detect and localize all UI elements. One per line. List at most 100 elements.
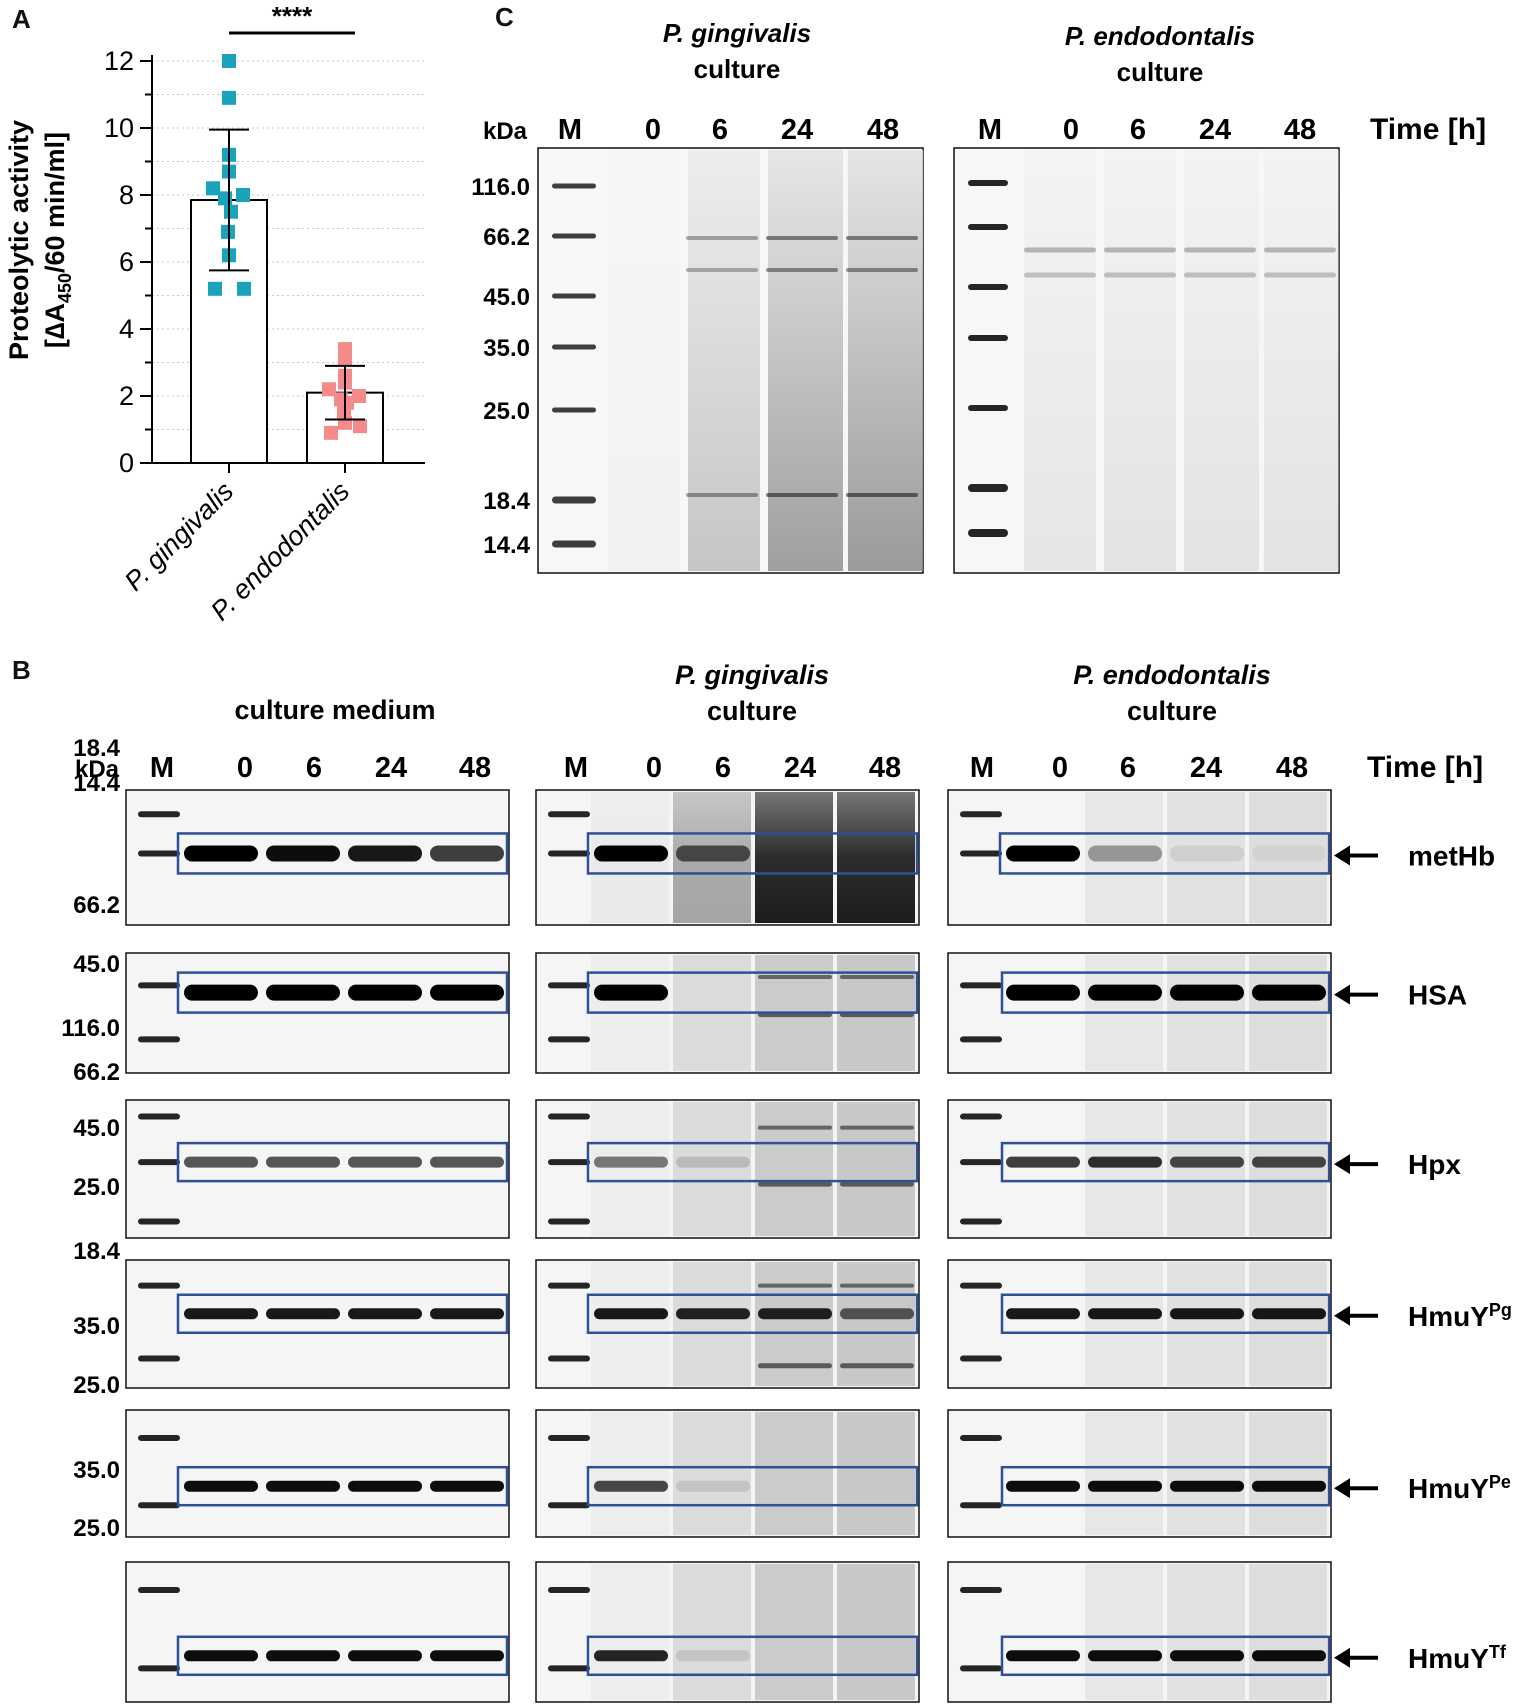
marker-band [552, 183, 596, 189]
lane-smear [1249, 792, 1327, 923]
marker-band [548, 1036, 590, 1043]
gel-band [1006, 1650, 1080, 1662]
gel-band [1104, 272, 1176, 278]
gel-band [430, 1156, 504, 1168]
gel-band [686, 236, 758, 240]
lane-smear [755, 792, 833, 923]
gel-band [846, 268, 918, 272]
gel-frame [947, 1561, 1332, 1703]
data-point [208, 281, 222, 296]
marker-band [548, 811, 590, 818]
gel-band [1252, 1650, 1326, 1662]
lane-smear [755, 1564, 833, 1700]
gel-band [686, 268, 758, 272]
gel-band [1088, 1156, 1162, 1168]
panel-c-letter: C [495, 2, 514, 32]
lane-smear [688, 150, 760, 571]
marker-band [960, 850, 1002, 857]
gel-band [1024, 272, 1096, 278]
y-tick-label: 10 [104, 113, 134, 143]
marker-band [968, 405, 1008, 411]
highlight-box [176, 1141, 509, 1183]
gel-band [430, 1308, 504, 1320]
lane-label: 0 [237, 752, 253, 784]
data-point [224, 204, 238, 219]
lane-label: 0 [1052, 752, 1068, 784]
gel-band [676, 1308, 750, 1320]
marker-band [548, 1502, 590, 1509]
gel-band [266, 1480, 340, 1492]
lane-smear [837, 1102, 915, 1236]
x-tick-label: P. gingivalis [119, 476, 240, 597]
lane-label: M [970, 752, 994, 784]
protein-label: Hpx [1408, 1149, 1461, 1180]
marker-label: 18.4 [73, 1238, 120, 1265]
marker-band [138, 1159, 180, 1166]
protein-label: HmuYPe [1408, 1472, 1511, 1504]
lane-smear [1249, 1564, 1327, 1700]
gel-band [1006, 1308, 1080, 1320]
marker-band [548, 1218, 590, 1225]
gel-band [1006, 1480, 1080, 1492]
gel-band [266, 1156, 340, 1168]
kda-label: kDa [483, 118, 528, 145]
y-tick-label: 2 [119, 381, 134, 411]
gel-band [594, 984, 668, 1001]
arrow-head [1334, 984, 1350, 1005]
gel-band [266, 845, 340, 862]
data-point [237, 281, 251, 296]
marker-band [960, 1502, 1002, 1509]
highlight-box [176, 1293, 509, 1335]
gel-band [1170, 845, 1244, 862]
lane-smear [837, 792, 915, 923]
marker-band [960, 1218, 1002, 1225]
arrow-head [1334, 1305, 1350, 1326]
gel-band [1170, 1480, 1244, 1492]
gel-band [840, 1125, 914, 1130]
gel-band [1170, 1308, 1244, 1320]
highlight-box [1000, 1635, 1331, 1677]
lane-label: 6 [306, 752, 322, 784]
lane-label: 6 [1130, 114, 1146, 146]
panel-b-gels: culture medium P. gingivalis culture P. … [61, 660, 1512, 1703]
marker-label: 25.0 [73, 1174, 120, 1201]
gel-band [1184, 247, 1256, 253]
lane-smear [673, 1412, 751, 1535]
y-tick-label: 0 [119, 448, 134, 478]
marker-label: 14.4 [73, 770, 120, 797]
protein-label: metHb [1408, 840, 1495, 871]
marker-label: 35.0 [73, 1457, 120, 1484]
marker-band [138, 1502, 180, 1509]
marker-band [552, 540, 596, 548]
lane-smear [1167, 1564, 1245, 1700]
lane-smear [1167, 792, 1245, 923]
panel-b-letter: B [12, 655, 31, 685]
gel-band [1088, 1308, 1162, 1320]
gel-frame [535, 1259, 920, 1389]
col-title-pe-line2: culture [1127, 696, 1217, 726]
gel-band [1088, 1650, 1162, 1662]
gel-frame [947, 1409, 1332, 1538]
gel-band [758, 1363, 832, 1369]
lane-smear [1167, 1102, 1245, 1236]
gel-band [348, 1156, 422, 1168]
lane-label: 24 [784, 752, 816, 784]
lane-smear [673, 1564, 751, 1700]
gel-band [1088, 984, 1162, 1001]
lane-smear [1085, 1412, 1163, 1535]
data-point [222, 90, 236, 105]
gel-frame [535, 1099, 920, 1239]
lane-smear [591, 1412, 669, 1535]
lane-label: 48 [867, 114, 899, 146]
y-tick-label: 8 [119, 180, 134, 210]
marker-label: 116.0 [471, 174, 530, 201]
lane-label: 24 [375, 752, 407, 784]
highlight-box [586, 832, 919, 875]
marker-band [552, 496, 596, 504]
lane-smear [1184, 150, 1259, 571]
gel-frame [125, 1259, 510, 1389]
gel-band [348, 1650, 422, 1662]
data-point [338, 352, 352, 367]
marker-band [138, 1036, 180, 1043]
gel-band [1170, 984, 1244, 1001]
